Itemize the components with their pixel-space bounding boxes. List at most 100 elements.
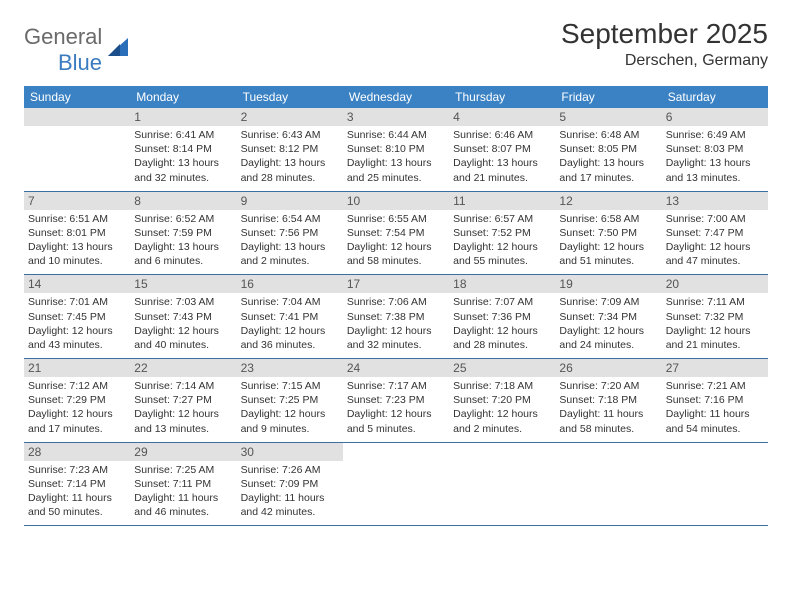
- day-number: 25: [449, 359, 555, 377]
- day-info: Sunrise: 7:26 AMSunset: 7:09 PMDaylight:…: [241, 463, 339, 520]
- day-number: 11: [449, 192, 555, 210]
- day-cell: 28Sunrise: 7:23 AMSunset: 7:14 PMDayligh…: [24, 443, 130, 526]
- day-cell: 8Sunrise: 6:52 AMSunset: 7:59 PMDaylight…: [130, 192, 236, 275]
- day-cell: 23 Sunrise: 7:15 AMSunset: 7:25 PMDayligh…: [237, 359, 343, 442]
- day-number: 4: [449, 108, 555, 126]
- logo: General Blue: [24, 18, 132, 76]
- day-cell: 24 Sunrise: 7:17 AMSunset: 7:23 PMDayligh…: [343, 359, 449, 442]
- day-cell: 10 Sunrise: 6:55 AMSunset: 7:54 PMDayligh…: [343, 192, 449, 275]
- day-cell: 14Sunrise: 7:01 AMSunset: 7:45 PMDayligh…: [24, 275, 130, 358]
- day-number: 12: [555, 192, 661, 210]
- day-number: 23: [237, 359, 343, 377]
- day-cell: 4 Sunrise: 6:46 AMSunset: 8:07 PMDaylight…: [449, 108, 555, 191]
- week-row: 28Sunrise: 7:23 AMSunset: 7:14 PMDayligh…: [24, 443, 768, 527]
- logo-text-general: General: [24, 24, 102, 49]
- day-info: Sunrise: 7:12 AMSunset: 7:29 PMDaylight:…: [28, 379, 126, 436]
- logo-text-blue: Blue: [58, 50, 102, 75]
- day-number: 5: [555, 108, 661, 126]
- day-info: Sunrise: 7:06 AMSunset: 7:38 PMDaylight:…: [347, 295, 445, 352]
- day-info: Sunrise: 6:57 AMSunset: 7:52 PMDaylight:…: [453, 212, 551, 269]
- day-info: Sunrise: 7:17 AMSunset: 7:23 PMDaylight:…: [347, 379, 445, 436]
- dow-cell: Sunday: [24, 86, 130, 108]
- location-label: Derschen, Germany: [561, 52, 768, 70]
- day-info: Sunrise: 6:43 AMSunset: 8:12 PMDaylight:…: [241, 128, 339, 185]
- day-cell: 29Sunrise: 7:25 AMSunset: 7:11 PMDayligh…: [130, 443, 236, 526]
- day-info: Sunrise: 6:44 AMSunset: 8:10 PMDaylight:…: [347, 128, 445, 185]
- day-number: 9: [237, 192, 343, 210]
- day-info: Sunrise: 6:51 AMSunset: 8:01 PMDaylight:…: [28, 212, 126, 269]
- dow-cell: Friday: [555, 86, 661, 108]
- day-number: 20: [662, 275, 768, 293]
- logo-sail-icon: [106, 36, 132, 65]
- day-info: Sunrise: 6:41 AMSunset: 8:14 PMDaylight:…: [134, 128, 232, 185]
- day-cell: [555, 443, 661, 526]
- day-info: Sunrise: 6:48 AMSunset: 8:05 PMDaylight:…: [559, 128, 657, 185]
- day-info: Sunrise: 7:18 AMSunset: 7:20 PMDaylight:…: [453, 379, 551, 436]
- week-row: 21 Sunrise: 7:12 AMSunset: 7:29 PMDayligh…: [24, 359, 768, 443]
- day-number: 30: [237, 443, 343, 461]
- dow-cell: Thursday: [449, 86, 555, 108]
- day-cell: 9 Sunrise: 6:54 AMSunset: 7:56 PMDaylight…: [237, 192, 343, 275]
- day-number: 3: [343, 108, 449, 126]
- day-cell: 17 Sunrise: 7:06 AMSunset: 7:38 PMDayligh…: [343, 275, 449, 358]
- day-cell: 22 Sunrise: 7:14 AMSunset: 7:27 PMDayligh…: [130, 359, 236, 442]
- day-number: 26: [555, 359, 661, 377]
- day-cell: 5 Sunrise: 6:48 AMSunset: 8:05 PMDaylight…: [555, 108, 661, 191]
- day-number: 21: [24, 359, 130, 377]
- dow-cell: Wednesday: [343, 86, 449, 108]
- day-cell: 1 Sunrise: 6:41 AMSunset: 8:14 PMDaylight…: [130, 108, 236, 191]
- day-cell: 15Sunrise: 7:03 AMSunset: 7:43 PMDayligh…: [130, 275, 236, 358]
- day-cell: 7 Sunrise: 6:51 AMSunset: 8:01 PMDaylight…: [24, 192, 130, 275]
- weeks-container: 1 Sunrise: 6:41 AMSunset: 8:14 PMDaylight…: [24, 108, 768, 526]
- dow-cell: Monday: [130, 86, 236, 108]
- dow-cell: Tuesday: [237, 86, 343, 108]
- day-info: Sunrise: 6:52 AMSunset: 7:59 PMDaylight:…: [134, 212, 232, 269]
- day-info: Sunrise: 7:01 AMSunset: 7:45 PMDaylight:…: [28, 295, 126, 352]
- day-cell: 12 Sunrise: 6:58 AMSunset: 7:50 PMDayligh…: [555, 192, 661, 275]
- day-info: Sunrise: 7:07 AMSunset: 7:36 PMDaylight:…: [453, 295, 551, 352]
- day-info: Sunrise: 7:00 AMSunset: 7:47 PMDaylight:…: [666, 212, 764, 269]
- day-info: Sunrise: 7:25 AMSunset: 7:11 PMDaylight:…: [134, 463, 232, 520]
- day-cell: [662, 443, 768, 526]
- day-number: 6: [662, 108, 768, 126]
- day-info: Sunrise: 7:11 AMSunset: 7:32 PMDaylight:…: [666, 295, 764, 352]
- day-number: 18: [449, 275, 555, 293]
- calendar: SundayMondayTuesdayWednesdayThursdayFrid…: [24, 86, 768, 526]
- day-cell: 16Sunrise: 7:04 AMSunset: 7:41 PMDayligh…: [237, 275, 343, 358]
- day-cell: 20 Sunrise: 7:11 AMSunset: 7:32 PMDayligh…: [662, 275, 768, 358]
- day-cell: 6 Sunrise: 6:49 AMSunset: 8:03 PMDaylight…: [662, 108, 768, 191]
- day-cell: [24, 108, 130, 191]
- day-info: Sunrise: 7:23 AMSunset: 7:14 PMDaylight:…: [28, 463, 126, 520]
- day-cell: 13 Sunrise: 7:00 AMSunset: 7:47 PMDayligh…: [662, 192, 768, 275]
- week-row: 14Sunrise: 7:01 AMSunset: 7:45 PMDayligh…: [24, 275, 768, 359]
- day-number: 24: [343, 359, 449, 377]
- day-info: Sunrise: 6:54 AMSunset: 7:56 PMDaylight:…: [241, 212, 339, 269]
- day-number: 19: [555, 275, 661, 293]
- title-block: September 2025 Derschen, Germany: [561, 18, 768, 70]
- day-cell: [449, 443, 555, 526]
- day-info: Sunrise: 6:55 AMSunset: 7:54 PMDaylight:…: [347, 212, 445, 269]
- day-number: 17: [343, 275, 449, 293]
- day-info: Sunrise: 6:58 AMSunset: 7:50 PMDaylight:…: [559, 212, 657, 269]
- day-number: 13: [662, 192, 768, 210]
- day-number: 27: [662, 359, 768, 377]
- day-number: 1: [130, 108, 236, 126]
- day-info: Sunrise: 6:49 AMSunset: 8:03 PMDaylight:…: [666, 128, 764, 185]
- day-info: Sunrise: 7:09 AMSunset: 7:34 PMDaylight:…: [559, 295, 657, 352]
- day-info: Sunrise: 7:03 AMSunset: 7:43 PMDaylight:…: [134, 295, 232, 352]
- day-info: Sunrise: 7:14 AMSunset: 7:27 PMDaylight:…: [134, 379, 232, 436]
- day-number: 10: [343, 192, 449, 210]
- day-info: Sunrise: 7:20 AMSunset: 7:18 PMDaylight:…: [559, 379, 657, 436]
- day-cell: [343, 443, 449, 526]
- day-cell: 19 Sunrise: 7:09 AMSunset: 7:34 PMDayligh…: [555, 275, 661, 358]
- day-info: Sunrise: 7:15 AMSunset: 7:25 PMDaylight:…: [241, 379, 339, 436]
- week-row: 7 Sunrise: 6:51 AMSunset: 8:01 PMDaylight…: [24, 192, 768, 276]
- day-cell: 27Sunrise: 7:21 AMSunset: 7:16 PMDayligh…: [662, 359, 768, 442]
- day-number: 7: [24, 192, 130, 210]
- dow-cell: Saturday: [662, 86, 768, 108]
- week-row: 1 Sunrise: 6:41 AMSunset: 8:14 PMDaylight…: [24, 108, 768, 192]
- day-number: 22: [130, 359, 236, 377]
- day-cell: 2Sunrise: 6:43 AMSunset: 8:12 PMDaylight…: [237, 108, 343, 191]
- empty-day-band: [24, 108, 130, 126]
- day-info: Sunrise: 6:46 AMSunset: 8:07 PMDaylight:…: [453, 128, 551, 185]
